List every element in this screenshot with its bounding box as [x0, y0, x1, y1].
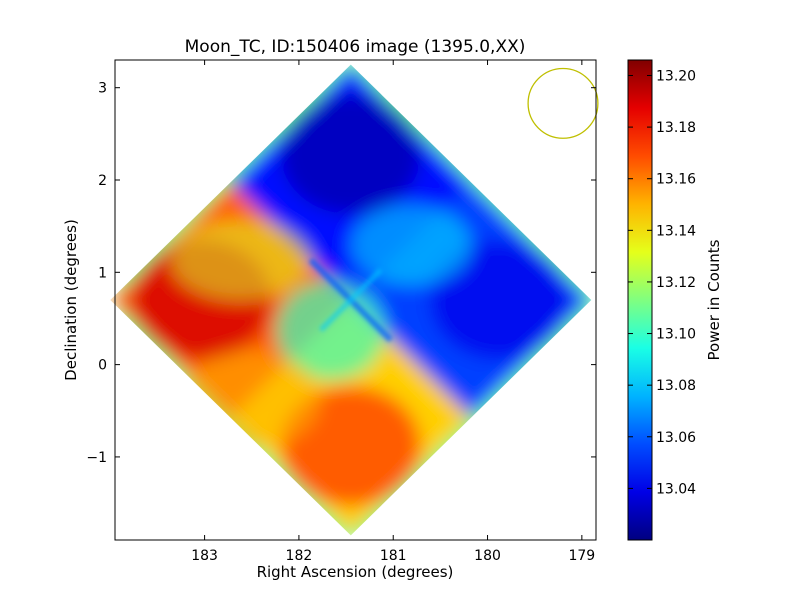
- colorbar: 13.20 13.18 13.16 13.14 13.12 13.10 13.08 13.06…: [627, 59, 723, 541]
- colorbar-gradient: [627, 59, 653, 541]
- y-tick-label: −1: [86, 450, 107, 466]
- beam-circle: [527, 67, 599, 139]
- x-tick-label: 179: [568, 548, 595, 564]
- y-axis-label: Declination (degrees): [62, 219, 80, 381]
- colorbar-label: Power in Counts: [705, 239, 723, 360]
- chart-title: Moon_TC, ID:150406 image (1395.0,XX): [185, 37, 526, 57]
- colorbar-tick-label: 13.20: [656, 68, 696, 84]
- y-tick-label: 2: [98, 173, 107, 189]
- x-axis-label: Right Ascension (degrees): [257, 563, 454, 581]
- colorbar-tick-label: 13.08: [656, 378, 696, 394]
- colorbar-tick-label: 13.04: [656, 481, 696, 497]
- colorbar-tick-label: 13.16: [656, 172, 696, 188]
- y-tick-label: 3: [98, 81, 107, 97]
- x-tick-label: 182: [286, 548, 313, 564]
- x-tick-label: 183: [191, 548, 218, 564]
- colorbar-tick-label: 13.10: [656, 327, 696, 343]
- colorbar-tick-label: 13.12: [656, 275, 696, 291]
- y-tick-label: 0: [98, 358, 107, 374]
- y-axis: 3 2 1 0 −1: [86, 81, 596, 466]
- colorbar-tick-label: 13.14: [656, 223, 696, 239]
- y-tick-label: 1: [98, 265, 107, 281]
- x-axis: 183 182 181 180 179: [191, 60, 595, 564]
- colorbar-ticks: 13.20 13.18 13.16 13.14 13.12 13.10 13.08 13.06…: [628, 68, 696, 497]
- heatmap-image: [110, 64, 592, 536]
- colorbar-tick-label: 13.06: [656, 430, 696, 446]
- x-tick-label: 180: [474, 548, 501, 564]
- colorbar-tick-label: 13.18: [656, 120, 696, 136]
- plot-frame: [114, 59, 597, 541]
- x-tick-label: 181: [380, 548, 407, 564]
